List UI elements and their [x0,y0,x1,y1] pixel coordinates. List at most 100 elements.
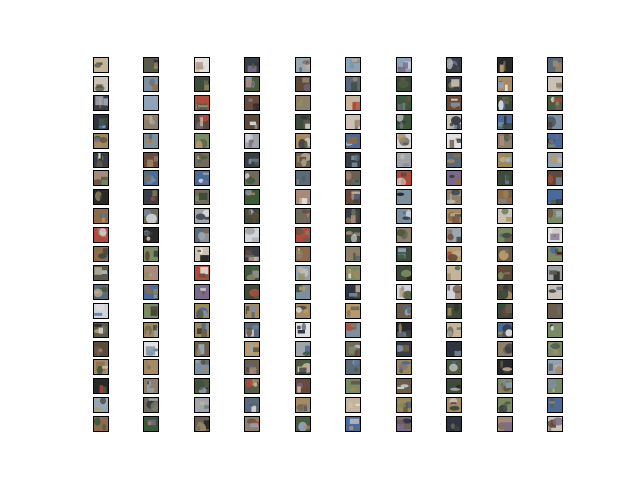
image-thumbnail [396,359,412,375]
image-thumbnail [547,152,563,168]
image-thumbnail [446,208,462,224]
image-thumbnail [547,284,563,300]
image-thumbnail [93,152,109,168]
image-thumbnail [446,322,462,338]
image-thumbnail [143,341,159,357]
image-thumbnail [295,246,311,262]
image-thumbnail [295,95,311,111]
image-thumbnail [244,341,260,357]
image-thumbnail [143,397,159,413]
image-thumbnail [497,114,513,130]
image-thumbnail [194,341,210,357]
image-thumbnail [93,189,109,205]
image-thumbnail [93,359,109,375]
image-thumbnail [93,322,109,338]
image-thumbnail [497,397,513,413]
image-thumbnail [295,208,311,224]
image-thumbnail [295,303,311,319]
image-thumbnail [244,359,260,375]
image-thumbnail [446,378,462,394]
image-thumbnail [345,170,361,186]
image-thumbnail [194,359,210,375]
image-thumbnail [93,227,109,243]
image-thumbnail [244,303,260,319]
image-thumbnail [295,341,311,357]
image-thumbnail [345,359,361,375]
image-thumbnail [345,416,361,432]
image-thumbnail [295,133,311,149]
image-thumbnail [345,76,361,92]
image-thumbnail [497,322,513,338]
image-thumbnail [497,359,513,375]
image-thumbnail [446,227,462,243]
image-thumbnail [497,57,513,73]
image-thumbnail [396,152,412,168]
image-thumbnail [194,152,210,168]
image-thumbnail [497,341,513,357]
image-thumbnail [345,114,361,130]
image-thumbnail [345,322,361,338]
image-thumbnail [345,284,361,300]
image-thumbnail [194,378,210,394]
image-thumbnail [143,303,159,319]
image-thumbnail [295,114,311,130]
image-thumbnail [194,227,210,243]
image-thumbnail [547,265,563,281]
image-thumbnail [446,416,462,432]
image-thumbnail [244,76,260,92]
image-thumbnail [194,265,210,281]
image-thumbnail [194,170,210,186]
image-thumbnail [396,76,412,92]
image-thumbnail [244,284,260,300]
image-thumbnail [396,227,412,243]
image-thumbnail [244,189,260,205]
image-thumbnail [295,152,311,168]
image-thumbnail [345,265,361,281]
image-thumbnail [396,378,412,394]
image-thumbnail [446,95,462,111]
image-thumbnail [93,76,109,92]
image-thumbnail [446,114,462,130]
image-thumbnail [244,378,260,394]
image-thumbnail [194,133,210,149]
image-thumbnail [345,341,361,357]
image-thumbnail [93,341,109,357]
image-thumbnail [345,227,361,243]
image-thumbnail [143,416,159,432]
image-thumbnail [244,397,260,413]
image-thumbnail [396,416,412,432]
image-thumbnail [93,378,109,394]
image-thumbnail [93,57,109,73]
image-thumbnail [345,189,361,205]
image-thumbnail [446,265,462,281]
image-thumbnail [143,57,159,73]
image-thumbnail [143,152,159,168]
image-thumbnail [345,397,361,413]
image-thumbnail [497,133,513,149]
image-thumbnail [446,76,462,92]
image-thumbnail [345,57,361,73]
image-thumbnail [396,133,412,149]
image-thumbnail [396,341,412,357]
image-thumbnail [497,303,513,319]
image-thumbnail [295,265,311,281]
image-thumbnail [345,303,361,319]
image-thumbnail [547,416,563,432]
image-thumbnail [295,57,311,73]
image-thumbnail [497,76,513,92]
image-thumbnail [93,170,109,186]
image-thumbnail [194,95,210,111]
image-thumbnail [244,227,260,243]
image-thumbnail [244,170,260,186]
image-thumbnail [143,265,159,281]
image-thumbnail [93,114,109,130]
image-thumbnail [194,416,210,432]
image-thumbnail [396,208,412,224]
image-thumbnail [396,265,412,281]
image-thumbnail [244,152,260,168]
image-thumbnail [396,189,412,205]
image-thumbnail [446,397,462,413]
image-thumbnail [143,359,159,375]
image-thumbnail [295,189,311,205]
image-thumbnail [345,133,361,149]
